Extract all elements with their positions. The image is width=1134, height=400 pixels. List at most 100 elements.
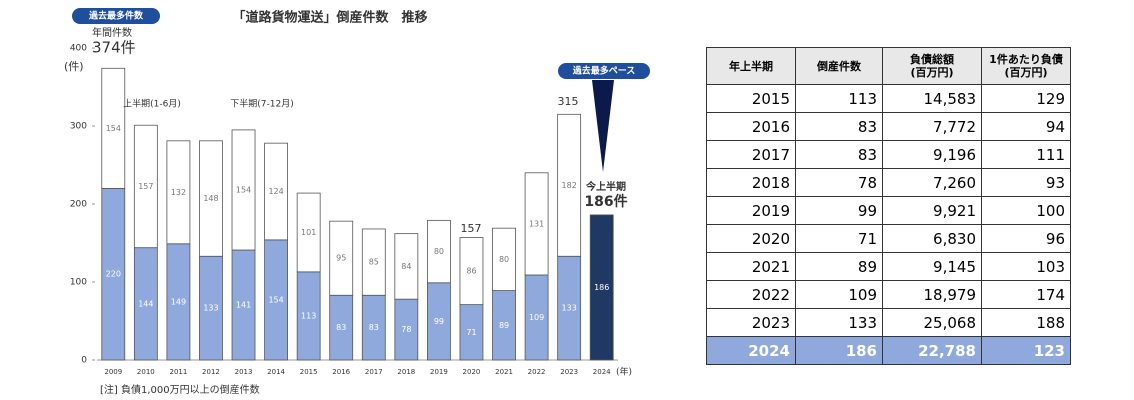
- x-tick-label: 2024: [593, 368, 611, 376]
- cell: 6,830: [882, 224, 982, 253]
- bar-segment: [101, 67, 126, 189]
- cell: 2019: [706, 196, 796, 225]
- x-tick-label: 2012: [202, 368, 220, 376]
- segment-label: 154: [236, 185, 251, 194]
- segment-label: 124: [268, 187, 283, 196]
- segment-label: 78: [401, 325, 411, 334]
- row: 2021 89 9,145 103: [706, 252, 1071, 281]
- row: 2016 83 7,772 94: [706, 112, 1071, 141]
- bar-segment: [524, 172, 549, 276]
- cell: 99: [795, 196, 883, 225]
- segment-label: 133: [203, 304, 218, 313]
- cell: 2015: [706, 84, 796, 113]
- bar-segment: [264, 142, 288, 241]
- segment-label: 84: [401, 262, 411, 271]
- segment-label: 80: [499, 255, 509, 264]
- annotation: 過去最多件数: [88, 10, 144, 22]
- x-tick-label: 2020: [463, 368, 481, 376]
- y-unit: (件): [64, 60, 84, 73]
- segment-label: 157: [138, 182, 153, 191]
- segment-label: 144: [138, 299, 153, 308]
- bar-segment: [427, 219, 451, 284]
- cell: 83: [795, 140, 883, 169]
- row: 2015 113 14,583 129: [706, 84, 1071, 113]
- cell: 14,583: [882, 84, 982, 113]
- x-tick-label: 2014: [267, 368, 285, 376]
- cell: 25,068: [882, 308, 982, 337]
- cell: 100: [981, 196, 1071, 225]
- cell: 133: [795, 308, 883, 337]
- segment-label: 131: [529, 219, 544, 228]
- y-tick-label: 200: [70, 200, 87, 210]
- table: 年上半期 倒産件数 負債総額 (百万円) 1件あたり負債 (百万円) 2015 113 14…: [706, 47, 1071, 365]
- header-cell: 年上半期: [706, 47, 796, 85]
- bar-segment: [557, 113, 582, 257]
- annotation: 186件: [584, 193, 627, 210]
- segment-label: 154: [106, 124, 121, 133]
- bar-segment: [231, 129, 256, 251]
- segment-label: 85: [369, 258, 379, 267]
- row: 2022 109 18,979 174: [706, 280, 1071, 309]
- segment-label: 186: [594, 283, 609, 292]
- series-callout: 下半期(7-12月): [230, 98, 293, 110]
- cell: 94: [981, 112, 1071, 141]
- segment-label: 133: [562, 304, 577, 313]
- header-cell: 負債総額 (百万円): [882, 47, 982, 85]
- x-tick-label: 2016: [332, 368, 350, 376]
- x-tick-label: 2021: [495, 368, 513, 376]
- x-tick-label: 2022: [528, 368, 546, 376]
- segment-label: 182: [562, 181, 577, 190]
- note: [注] 負債1,000万円以上の倒産件数: [100, 383, 260, 396]
- annotation: 年間件数: [92, 26, 132, 39]
- x-tick-label: 2015: [300, 368, 318, 376]
- cell: 2016: [706, 112, 796, 141]
- bar-segment: [166, 140, 191, 245]
- annotation: 過去最多ペース: [572, 65, 636, 77]
- bar-segment: [133, 124, 158, 249]
- header-row: 年上半期 倒産件数 負債総額 (百万円) 1件あたり負債 (百万円): [706, 47, 1071, 85]
- x-tick-label: 2013: [235, 368, 253, 376]
- cell: 2023: [706, 308, 796, 337]
- y-tick-label: 100: [70, 278, 87, 288]
- segment-label: 109: [529, 313, 544, 322]
- segment-label: 80: [434, 247, 444, 256]
- badge: [558, 63, 650, 79]
- cell: 129: [981, 84, 1071, 113]
- x-tick-label: 2010: [137, 368, 155, 376]
- series-callout: 上半期(1-6月): [123, 98, 181, 110]
- cell: 22,788: [882, 336, 982, 365]
- segment-label: 148: [203, 194, 218, 203]
- segment-label: 149: [171, 297, 186, 306]
- segment-label: 154: [268, 295, 283, 304]
- segment-label: 83: [336, 323, 346, 332]
- cell: 2018: [706, 168, 796, 197]
- cell: 111: [981, 140, 1071, 169]
- row: 2018 78 7,260 93: [706, 168, 1071, 197]
- cell: 7,772: [882, 112, 982, 141]
- y-tick-label: 400: [70, 44, 87, 54]
- chart-title: 「道路貨物運送」倒産件数 推移: [232, 10, 427, 26]
- cell: 71: [795, 224, 883, 253]
- cell: 2020: [706, 224, 796, 253]
- segment-label: 83: [369, 323, 379, 332]
- row: 2023 133 25,068 188: [706, 308, 1071, 337]
- pointer: [592, 80, 614, 172]
- cell: 93: [981, 168, 1071, 197]
- cell: 174: [981, 280, 1071, 309]
- segment-label: 99: [434, 317, 444, 326]
- segment-label: 71: [466, 328, 476, 337]
- segment-label: 132: [171, 188, 186, 197]
- row: 2024 186 22,788 123: [706, 336, 1071, 365]
- bar-segment: [361, 228, 386, 296]
- cell: 109: [795, 280, 883, 309]
- chart: 「道路貨物運送」倒産件数 推移 (件) (年) [注] 負債1,000万円以上の…: [64, 8, 650, 396]
- x-tick-label: 2017: [365, 368, 383, 376]
- y-tick-label: 300: [70, 122, 87, 132]
- cell: 89: [795, 252, 883, 281]
- cell: 9,196: [882, 140, 982, 169]
- cell: 9,921: [882, 196, 982, 225]
- cell: 83: [795, 112, 883, 141]
- y-tick-label: 0: [81, 356, 87, 366]
- bar-segment: [199, 140, 223, 257]
